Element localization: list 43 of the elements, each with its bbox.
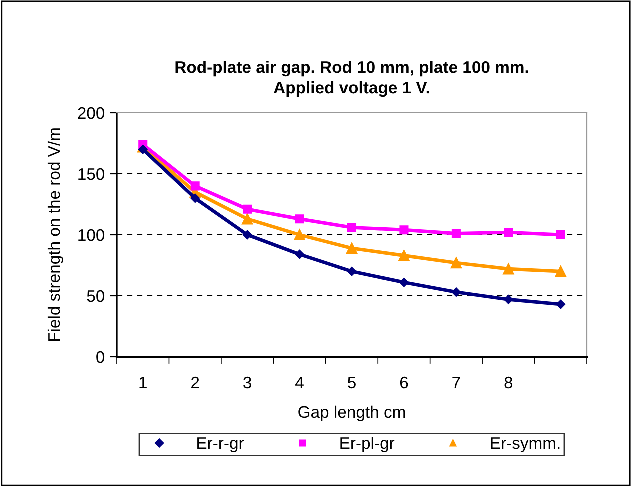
y-tick-label: 150 [78,168,105,180]
x-axis-title: Gap length cm [298,406,406,422]
point [346,242,358,254]
point [138,144,148,154]
x-tick-label: 4 [296,377,304,389]
x-tick-label: 5 [348,377,356,389]
x-tick-label: 2 [192,376,200,389]
point [398,250,410,262]
point [556,300,566,310]
point [242,214,254,225]
point [190,194,200,204]
point [190,182,200,191]
x-tick-label: 6 [400,376,408,389]
point [452,288,462,297]
point [400,226,409,235]
point [400,278,409,288]
legend-label: Er-symm. [491,438,560,453]
x-tick-label: 8 [504,376,513,389]
point [347,223,357,232]
point [243,204,252,214]
point [295,250,304,260]
point [556,230,566,240]
point [295,214,304,224]
x-tick-label: 3 [244,376,252,389]
point [242,230,252,240]
y-tick-label: 0 [96,351,105,364]
y-tick-label: 50 [87,290,105,302]
legend-label: Er-pl-gr [340,436,395,453]
x-tick-label: 1 [140,377,147,389]
point [450,258,462,269]
point [503,264,514,275]
point [555,266,566,278]
y-tick-label: 100 [78,229,105,242]
point [452,229,461,238]
legend-label: Er-r-gr [198,438,244,453]
point [504,295,514,304]
point [294,229,306,241]
y-axis-title: Field strength on the rod V/m [48,128,64,342]
x-tick-label: 7 [452,377,460,389]
point [504,228,514,238]
point [347,266,357,276]
y-tick-label: 200 [78,107,105,120]
chart-title: Rod-plate air gap. Rod 10 mm, plate 100 mm. Applied voltage 1 V. [176,61,528,98]
